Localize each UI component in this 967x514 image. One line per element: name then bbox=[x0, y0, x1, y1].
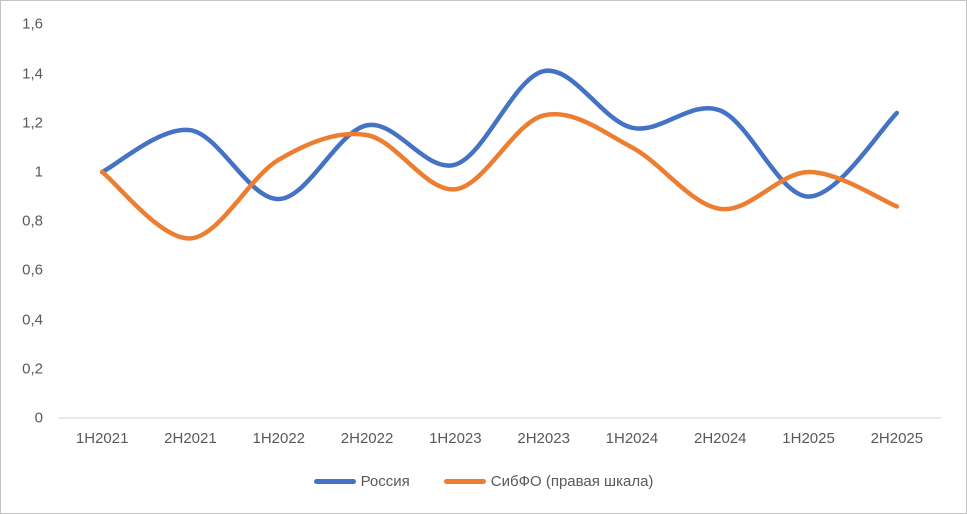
x-axis-tick-label: 1H2023 bbox=[429, 430, 482, 447]
x-axis-tick-label: 2H2024 bbox=[693, 430, 747, 447]
legend-item-sibfo: СибФО (правая шкала) bbox=[443, 473, 654, 490]
y-axis-tick-label: 0,8 bbox=[22, 212, 43, 230]
y-axis-tick-label: 0,2 bbox=[22, 360, 43, 378]
x-axis-tick-label: 1H2025 bbox=[782, 430, 835, 447]
x-axis-tick-label: 1H2022 bbox=[252, 430, 306, 447]
legend-label-russia: Россия bbox=[360, 473, 410, 490]
x-axis-tick-label: 2H2023 bbox=[517, 430, 570, 447]
y-axis-tick-label: 1 bbox=[34, 163, 43, 181]
russia-line-swatch-icon bbox=[313, 479, 356, 484]
x-axis-tick-label: 2H2021 bbox=[164, 430, 217, 447]
x-axis-tick-label: 1H2024 bbox=[605, 430, 659, 447]
y-axis-tick-label: 0,4 bbox=[22, 311, 43, 329]
y-axis-tick-label: 1,2 bbox=[22, 114, 43, 132]
legend-label-sibfo: СибФО (правая шкала) bbox=[490, 473, 654, 490]
y-axis-tick-label: 0,6 bbox=[22, 261, 43, 279]
series-line-0 bbox=[99, 68, 900, 202]
legend-item-russia: Россия bbox=[313, 473, 410, 490]
y-axis-tick-label: 1,6 bbox=[22, 15, 43, 33]
chart-legend: Россия СибФО (правая шкала) bbox=[1, 473, 966, 490]
x-axis-tick-label: 1H2021 bbox=[75, 430, 129, 447]
y-axis-tick-label: 1,4 bbox=[22, 65, 43, 83]
x-axis-tick-label: 2H2025 bbox=[870, 430, 924, 447]
y-axis-tick-label: 0 bbox=[34, 409, 43, 427]
series-line-1 bbox=[99, 111, 900, 241]
sibfo-line-swatch-icon bbox=[443, 479, 486, 484]
x-axis-tick-label: 2H2022 bbox=[340, 430, 394, 447]
